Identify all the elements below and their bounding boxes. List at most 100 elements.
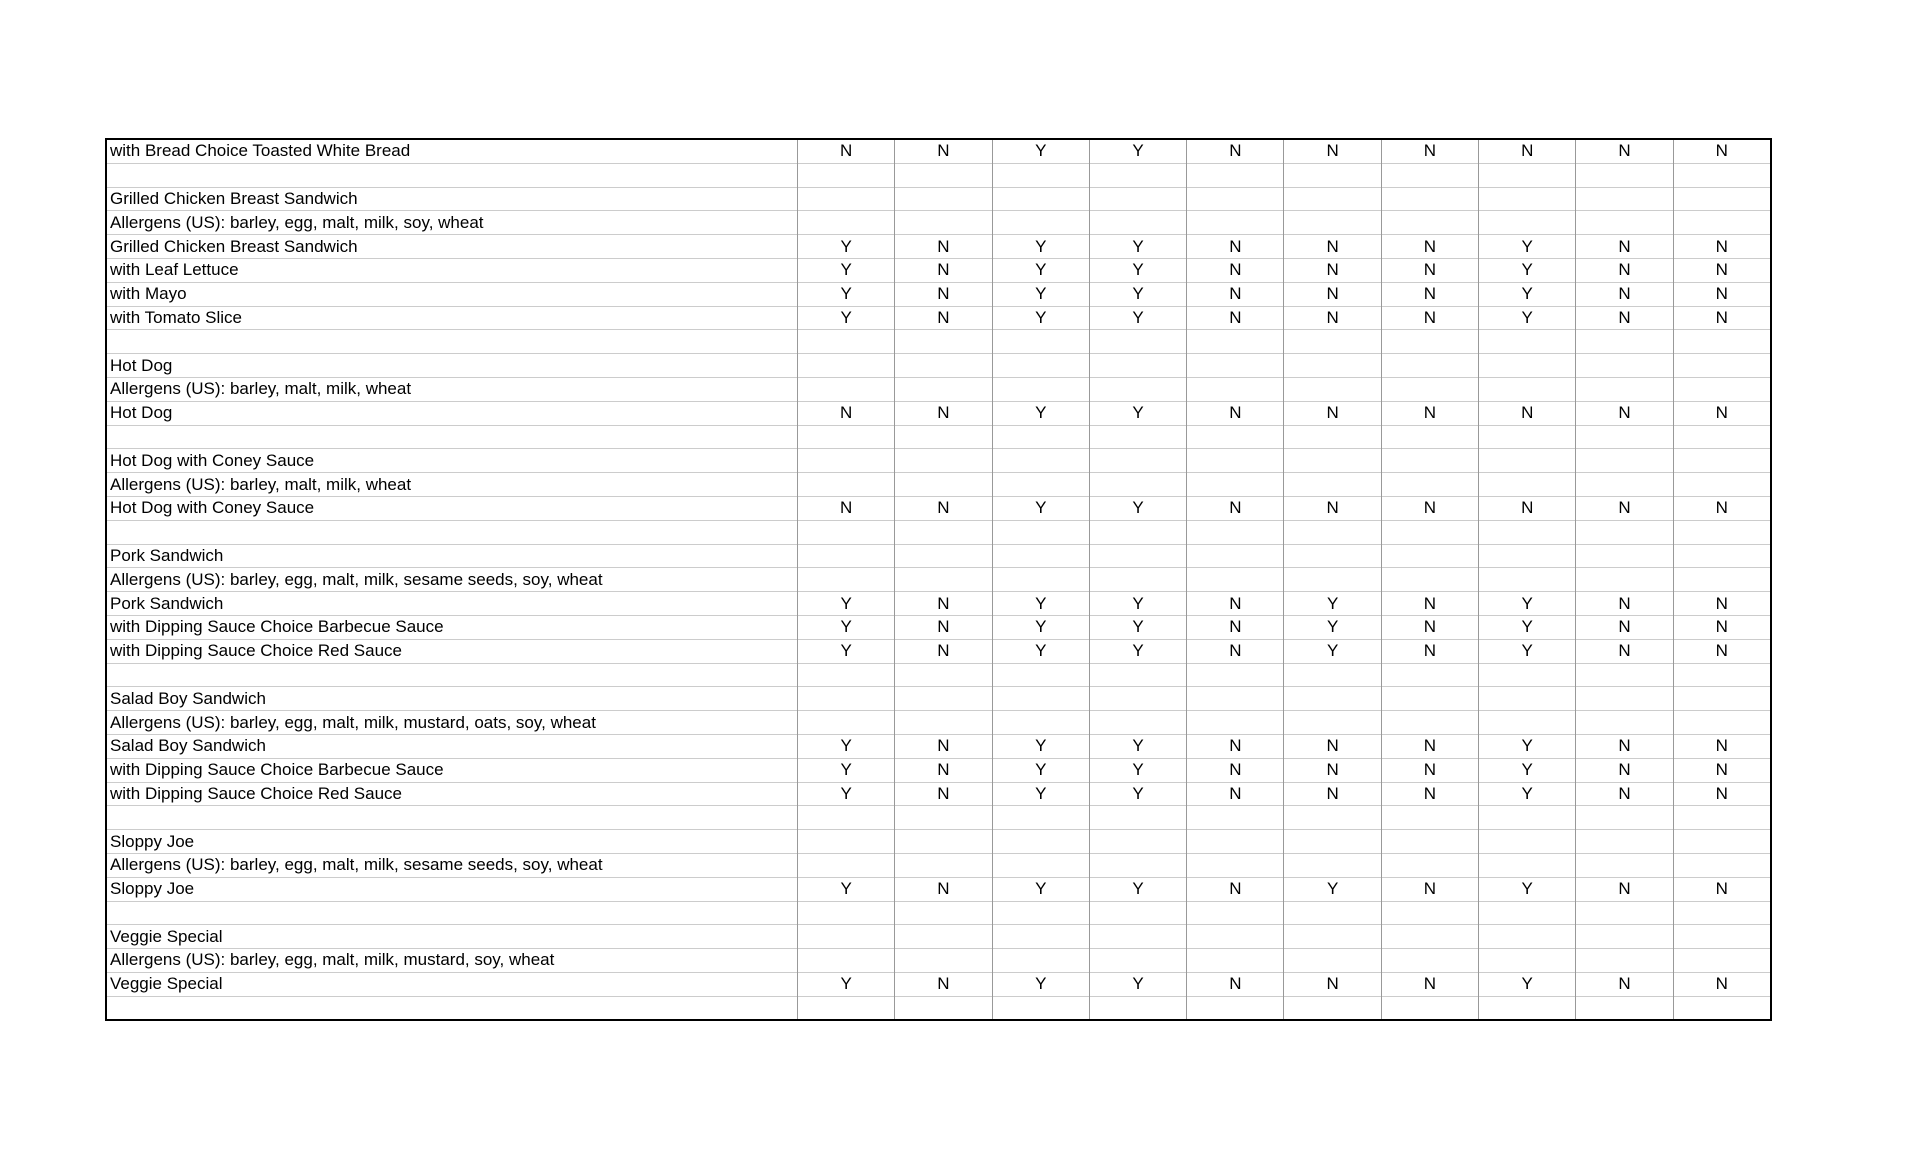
row-label: Grilled Chicken Breast Sandwich [106,186,798,211]
cell-value [1088,448,1187,473]
cell-value [894,567,993,592]
cell-value [796,424,895,449]
table-row: Allergens (US): barley, egg, malt, milk,… [106,948,1771,973]
cell-value [1283,686,1382,711]
cell-value [991,162,1090,188]
cell-value [796,448,895,473]
cell-value: N [1186,495,1284,521]
cell-value [1478,353,1576,378]
cell-value [1186,900,1284,925]
table-row: Salad Boy Sandwich Y N Y Y N N N Y N N [106,733,1771,759]
cell-value [1575,948,1674,973]
table-row: Allergens (US): barley, malt, milk, whea… [106,472,1771,497]
cell-value [894,829,993,854]
row-label [106,162,798,188]
cell-value [1380,376,1479,402]
cell-value [894,448,993,473]
cell-value [894,376,993,402]
cell-value [1186,376,1284,402]
row-label: Salad Boy Sandwich [106,686,798,711]
row-label: Allergens (US): barley, egg, malt, milk,… [106,210,798,235]
cell-value [796,662,895,687]
cell-value [1380,472,1479,497]
table-row: Pork Sandwich [106,543,1771,568]
cell-value: N [1380,971,1479,997]
cell-value [1186,995,1284,1021]
cell-value [991,710,1090,735]
cell-value [1575,567,1674,592]
cell-value: N [1186,138,1284,164]
row-label: Allergens (US): barley, egg, malt, milk,… [106,710,798,735]
cell-value: N [894,733,993,759]
cell-value [1672,662,1771,687]
table-row: Grilled Chicken Breast Sandwich Y N Y Y N N N Y N… [106,234,1771,259]
cell-value: N [796,400,895,426]
cell-value: Y [1088,138,1187,164]
cell-value [1283,353,1382,378]
cell-value: N [1186,971,1284,997]
cell-value: N [1380,281,1479,307]
cell-value [796,995,895,1021]
cell-value: Y [1478,638,1576,664]
table-row: with Bread Choice Toasted White Bread N N Y… [106,138,1771,164]
cell-value: Y [991,495,1090,521]
table-row: Pork Sandwich Y N Y Y N Y N Y N N [106,591,1771,616]
cell-value: Y [1478,234,1576,259]
cell-value: Y [991,234,1090,259]
cell-value: Y [1088,971,1187,997]
cell-value: Y [1088,733,1187,759]
cell-value [1380,210,1479,235]
row-label: Allergens (US): barley, egg, malt, milk,… [106,567,798,592]
cell-value [1672,924,1771,949]
cell-value: N [1575,638,1674,664]
cell-value: N [1478,495,1576,521]
cell-value: Y [991,281,1090,307]
cell-value [1478,567,1576,592]
cell-value: Y [1478,876,1576,901]
row-label: Hot Dog with Coney Sauce [106,448,798,473]
cell-value: Y [1478,591,1576,616]
cell-value [796,353,895,378]
cell-value: Y [1088,876,1187,901]
cell-value [1186,710,1284,735]
cell-value [796,376,895,402]
table-row [106,162,1771,188]
cell-value: N [1478,400,1576,426]
row-label: Sloppy Joe [106,876,798,901]
cell-value: N [1672,733,1771,759]
cell-value: N [1575,757,1674,783]
cell-value: Y [991,733,1090,759]
table-row: Grilled Chicken Breast Sandwich [106,186,1771,211]
row-label [106,329,798,354]
cell-value: N [1186,757,1284,783]
cell-value [1575,662,1674,687]
cell-value: N [1672,781,1771,806]
cell-value [1575,924,1674,949]
cell-value [1186,852,1284,878]
cell-value [1283,472,1382,497]
cell-value [1478,329,1576,354]
cell-value [1672,543,1771,568]
row-label: with Dipping Sauce Choice Barbecue Sauce [106,757,798,783]
cell-value [1088,948,1187,973]
cell-value: N [1283,305,1382,330]
table-row: Hot Dog with Coney Sauce [106,448,1771,473]
cell-value [991,900,1090,925]
cell-value [894,519,993,545]
cell-value: N [1672,495,1771,521]
cell-value: N [1380,733,1479,759]
table-row [106,662,1771,687]
cell-value: Y [991,638,1090,664]
cell-value [1283,995,1382,1021]
cell-value [1575,210,1674,235]
cell-value: N [1283,138,1382,164]
cell-value: Y [991,971,1090,997]
cell-value [1478,710,1576,735]
cell-value [1575,448,1674,473]
cell-value: Y [1478,971,1576,997]
cell-value: N [1575,305,1674,330]
cell-value: N [894,591,993,616]
cell-value: N [1380,781,1479,806]
cell-value [1186,567,1284,592]
cell-value: Y [796,281,895,307]
